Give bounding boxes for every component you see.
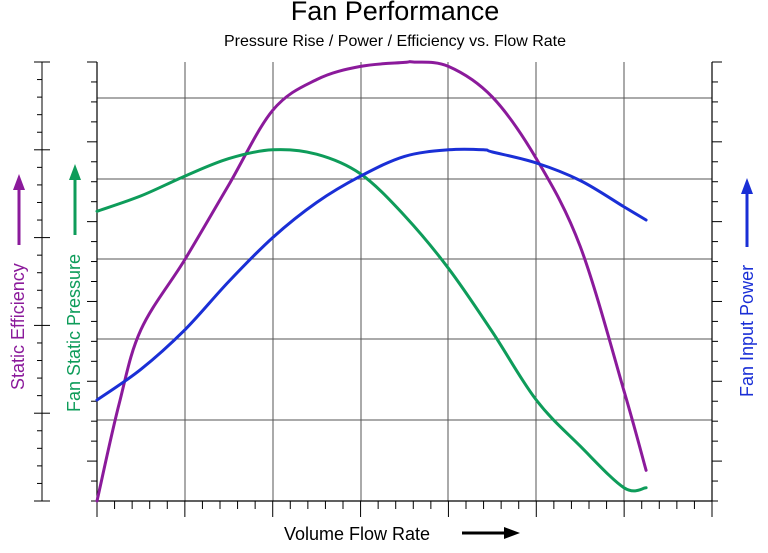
x-axis-label: Volume Flow Rate [284,524,430,544]
series-line-fan-input-power [95,147,648,402]
up-arrow-icon [741,178,753,247]
fan-input-power-axis-label-group: Fan Input Power [737,178,757,397]
up-arrow-icon [69,164,81,235]
chart-title: Fan Performance [291,0,500,26]
plot-grid [96,62,713,502]
static-efficiency-axis-label-group: Static Efficiency [8,174,28,390]
static-efficiency-axis-label: Static Efficiency [8,263,28,390]
chart-subtitle: Pressure Rise / Power / Efficiency vs. F… [224,33,566,50]
axis-ticks [34,61,722,517]
up-arrow-icon [13,174,25,245]
right-arrow-icon [462,527,520,539]
fan-static-pressure-axis-label: Fan Static Pressure [64,254,84,412]
fan-static-pressure-axis-label-group: Fan Static Pressure [64,164,84,412]
series-line-fan-static-pressure [95,148,648,493]
series-line-static-efficiency [95,60,648,503]
series-lines [95,60,648,503]
x-axis-label-group: Volume Flow Rate [284,524,520,544]
fan-input-power-axis-label: Fan Input Power [737,265,757,397]
